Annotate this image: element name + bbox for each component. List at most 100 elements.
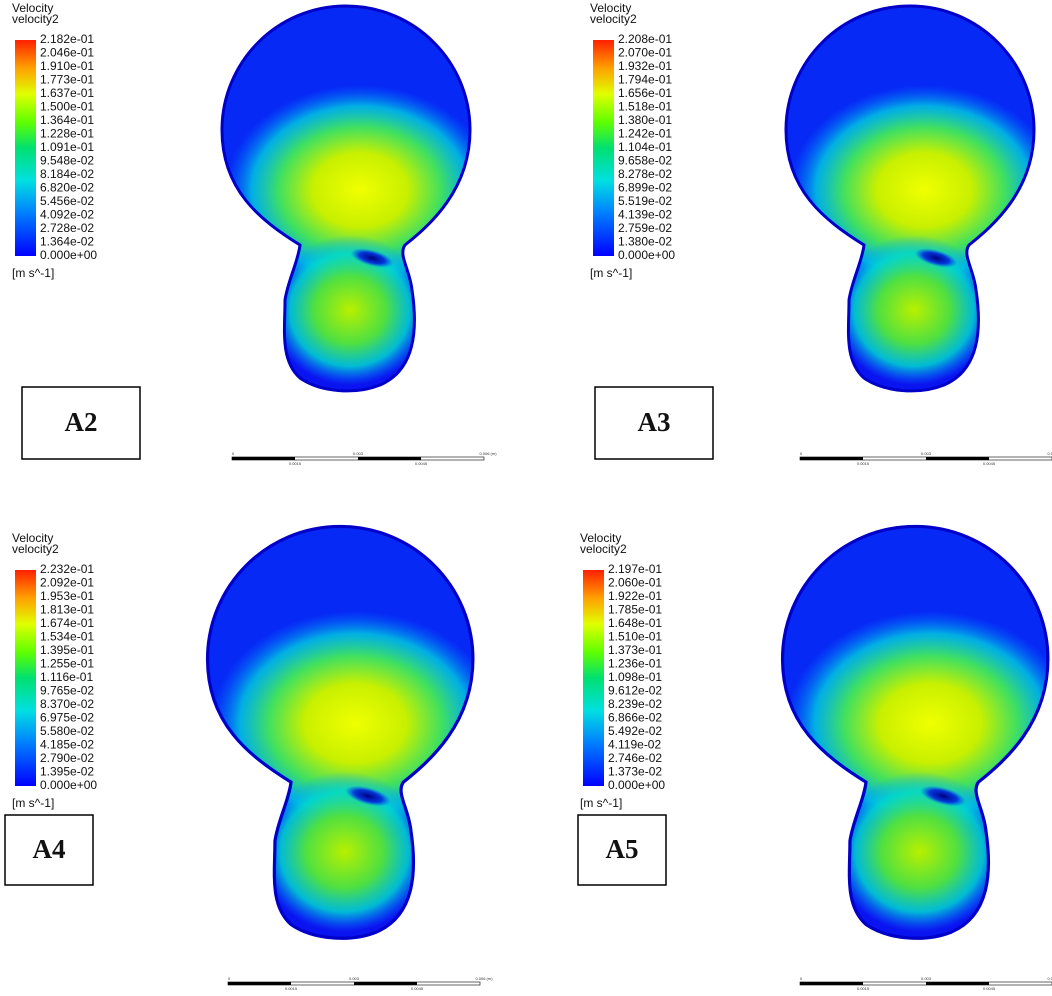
scale-label: 0.003 <box>349 976 360 981</box>
colorbar-tick-label: 1.773e-01 <box>40 73 94 87</box>
unit-label: [m s^-1] <box>12 796 54 810</box>
label-box <box>4 814 94 886</box>
colorbar-tick-label: 9.765e-02 <box>40 684 94 698</box>
colorbar-tick-label: 1.364e-01 <box>40 113 94 127</box>
colorbar-tick-label: 1.395e-01 <box>40 643 94 657</box>
scale-label: 0.0045 <box>983 461 996 466</box>
colorbar-tick-label: 2.070e-01 <box>618 46 672 60</box>
scale-label: 0.0015 <box>289 461 302 466</box>
colorbar-tick-label: 0.000e+00 <box>40 778 97 792</box>
colorbar-tick-label: 9.658e-02 <box>618 154 672 168</box>
colorbar-tick-label: 1.242e-01 <box>618 127 672 141</box>
contour-plot <box>205 524 475 940</box>
colorbar-tick-label: 1.910e-01 <box>40 59 94 73</box>
unit-label: [m s^-1] <box>580 796 622 810</box>
colorbar-tick-label: 2.232e-01 <box>40 562 94 576</box>
scale-label: 0.0015 <box>857 986 870 991</box>
colorbar-tick-label: 1.813e-01 <box>40 603 94 617</box>
contour-plot <box>780 524 1050 940</box>
colorbar-tick-label: 1.373e-02 <box>608 765 662 779</box>
colorbar-tick-label: 1.648e-01 <box>608 616 662 630</box>
colorbar-tick-label: 9.612e-02 <box>608 684 662 698</box>
legend-title: Velocity <box>12 1 53 15</box>
scale-label: 0 <box>232 451 235 456</box>
colorbar-tick-label: 4.139e-02 <box>618 208 672 222</box>
scale-label: 0.003 <box>921 451 932 456</box>
colorbar-tick-label: 6.820e-02 <box>40 181 94 195</box>
colorbar-tick-label: 4.119e-02 <box>608 738 661 752</box>
scale-label: 0.0045 <box>411 986 424 991</box>
colorbar <box>583 570 604 786</box>
colorbar-tick-label: 2.182e-01 <box>40 32 94 46</box>
colorbar-tick-label: 1.510e-01 <box>608 630 662 644</box>
colorbar-tick-label: 1.098e-01 <box>608 670 662 684</box>
scale-label: 0.0015 <box>857 461 870 466</box>
colorbar-tick-label: 1.395e-02 <box>40 765 94 779</box>
panel-label: A3 <box>638 407 671 437</box>
unit-label: [m s^-1] <box>12 266 54 280</box>
colorbar-tick-label: 0.000e+00 <box>608 778 665 792</box>
colorbar-tick-label: 1.656e-01 <box>618 86 672 100</box>
scale-label: 0.003 <box>353 451 364 456</box>
colorbar-tick-label: 5.580e-02 <box>40 724 94 738</box>
colorbar-tick-label: 2.092e-01 <box>40 576 94 590</box>
colorbar-tick-label: 2.060e-01 <box>608 576 662 590</box>
colorbar-tick-label: 8.239e-02 <box>608 697 662 711</box>
colorbar-tick-label: 5.456e-02 <box>40 194 94 208</box>
colorbar-tick-label: 1.380e-02 <box>618 235 672 249</box>
colorbar-tick-label: 2.790e-02 <box>40 751 94 765</box>
colorbar-tick-label: 5.519e-02 <box>618 194 672 208</box>
legend-title: Velocity <box>12 531 53 545</box>
colorbar-tick-label: 8.184e-02 <box>40 167 94 181</box>
colorbar-tick-label: 2.759e-02 <box>618 221 672 235</box>
colorbar-tick-label: 1.534e-01 <box>40 630 94 644</box>
panel-label: A2 <box>65 407 98 437</box>
colorbar-tick-label: 1.785e-01 <box>608 603 662 617</box>
colorbar-tick-label: 1.637e-01 <box>40 86 94 100</box>
colorbar-tick-label: 6.975e-02 <box>40 711 94 725</box>
colorbar-tick-label: 1.104e-01 <box>618 140 672 154</box>
colorbar-tick-label: 1.794e-01 <box>618 73 672 87</box>
colorbar-tick-label: 0.000e+00 <box>40 248 97 262</box>
scale-label: 0.006 (m) <box>1047 451 1052 456</box>
colorbar-tick-label: 6.899e-02 <box>618 181 672 195</box>
colorbar-tick-label: 1.255e-01 <box>40 657 94 671</box>
colorbar-tick-label: 1.364e-02 <box>40 235 94 249</box>
legend-variable: velocity2 <box>12 12 59 26</box>
legend-title: Velocity <box>580 531 621 545</box>
unit-label: [m s^-1] <box>590 266 632 280</box>
colorbar-tick-label: 1.116e-01 <box>40 670 93 684</box>
scale-label: 0.006 (m) <box>479 451 497 456</box>
label-box <box>577 814 667 886</box>
colorbar-tick-label: 0.000e+00 <box>618 248 675 262</box>
label-box <box>21 386 141 460</box>
colorbar-tick-label: 1.373e-01 <box>608 643 662 657</box>
legend-variable: velocity2 <box>580 542 627 556</box>
colorbar-tick-label: 2.746e-02 <box>608 751 662 765</box>
legend-variable: velocity2 <box>12 542 59 556</box>
colorbar-tick-label: 2.197e-01 <box>608 562 662 576</box>
colorbar <box>15 570 36 786</box>
colorbar-tick-label: 1.091e-01 <box>40 140 94 154</box>
colorbar-tick-label: 6.866e-02 <box>608 711 662 725</box>
colorbar-tick-label: 1.953e-01 <box>40 589 94 603</box>
colorbar-tick-label: 4.185e-02 <box>40 738 94 752</box>
scale-label: 0 <box>228 976 231 981</box>
colorbar-tick-label: 2.046e-01 <box>40 46 94 60</box>
colorbar-tick-label: 8.370e-02 <box>40 697 94 711</box>
scale-label: 0.0015 <box>285 986 298 991</box>
colorbar-tick-label: 5.492e-02 <box>608 724 662 738</box>
colorbar-tick-label: 9.548e-02 <box>40 154 94 168</box>
scale-label: 0.003 <box>921 976 932 981</box>
scale-label: 0.006 (m) <box>475 976 493 981</box>
colorbar <box>15 40 36 256</box>
colorbar <box>593 40 614 256</box>
scale-label: 0.0045 <box>415 461 428 466</box>
legend-title: Velocity <box>590 1 631 15</box>
scale-label: 0 <box>800 976 803 981</box>
